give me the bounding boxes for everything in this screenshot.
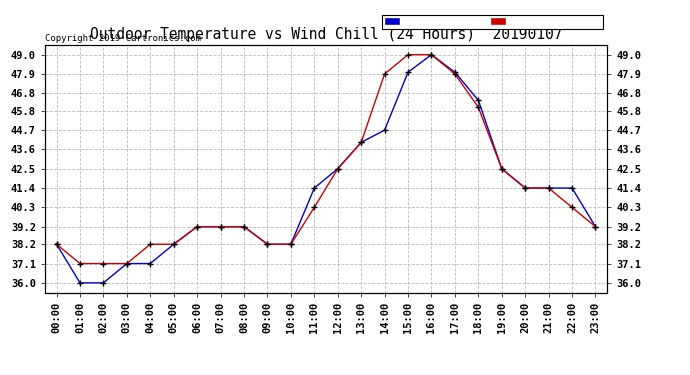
Legend: Wind Chill  (°F), Temperature  (°F): Wind Chill (°F), Temperature (°F) bbox=[382, 15, 602, 28]
Title: Outdoor Temperature vs Wind Chill (24 Hours)  20190107: Outdoor Temperature vs Wind Chill (24 Ho… bbox=[90, 27, 562, 42]
Text: Copyright 2019 Cartronics.com: Copyright 2019 Cartronics.com bbox=[45, 33, 201, 42]
